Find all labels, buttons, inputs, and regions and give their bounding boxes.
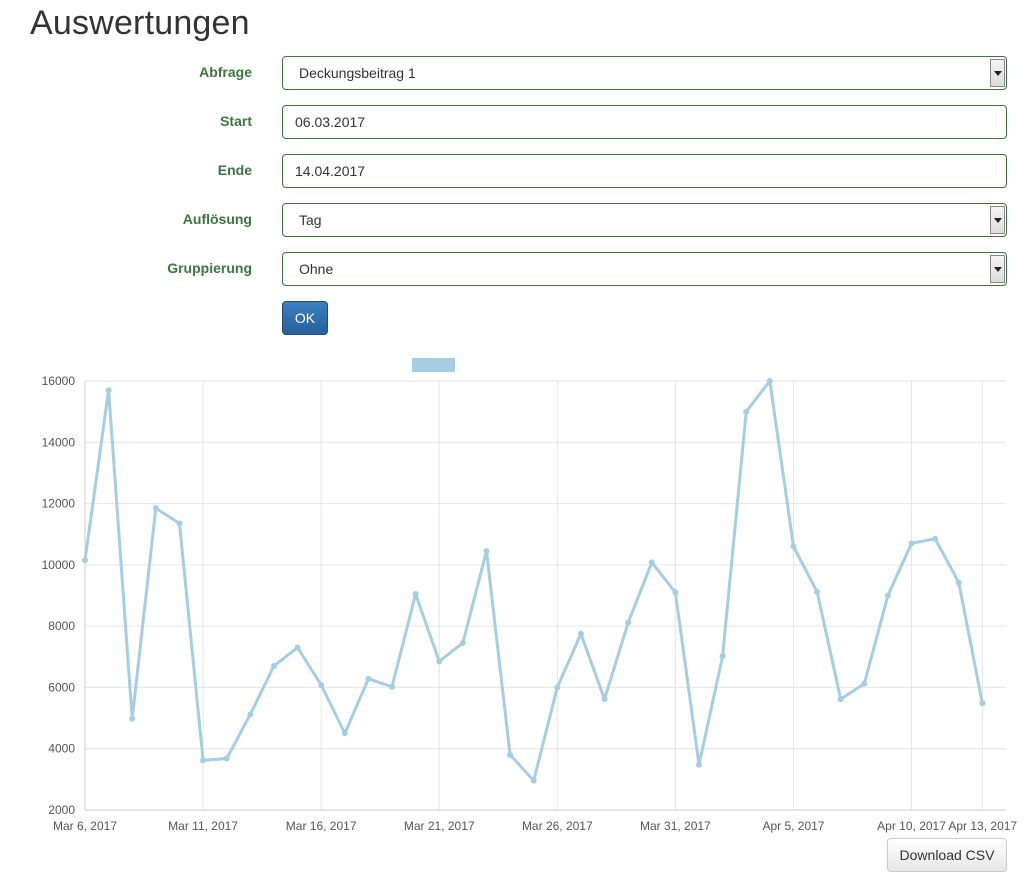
chevron-down-icon[interactable] [990,59,1005,87]
gruppierung-value: Ohne [299,261,334,277]
data-point [814,588,821,595]
series-line [83,379,984,783]
data-point [365,675,372,682]
abfrage-label: Abfrage [199,64,252,80]
chevron-down-icon[interactable] [990,206,1005,234]
data-point [176,520,183,527]
x-tick-label: Mar 11, 2017 [168,819,238,833]
end-date-value: 14.04.2017 [295,163,366,179]
y-tick-label: 8000 [48,619,75,633]
y-tick-label: 12000 [42,497,76,511]
data-point [223,755,230,762]
data-point [412,590,419,597]
x-tick-label: Apr 13, 2017 [948,819,1017,833]
chevron-down-icon[interactable] [990,255,1005,283]
data-point [979,700,986,707]
data-point [389,683,395,690]
data-point [955,579,962,586]
form-row-gruppierung: Gruppierung Ohne [0,252,1026,286]
data-point [530,777,537,784]
data-point [341,730,348,737]
y-tick-label: 4000 [48,742,75,756]
data-point [318,681,325,688]
x-tick-label: Apr 10, 2017 [877,819,946,833]
data-point [719,653,726,660]
data-point [672,589,679,596]
form-row-start: Start 06.03.2017 [0,105,1026,139]
data-point [129,715,136,722]
data-point [625,619,632,626]
x-tick-label: Mar 26, 2017 [522,819,593,833]
data-point [200,757,207,764]
y-tick-label: 6000 [48,680,75,694]
ok-button[interactable]: OK [282,301,328,335]
data-point [483,548,490,555]
form-row-ende: Ende 14.04.2017 [0,154,1026,188]
data-point [82,557,88,564]
ende-label: Ende [217,162,252,178]
x-tick-label: Mar 16, 2017 [286,819,357,833]
data-point [436,658,443,665]
data-point [790,543,797,550]
y-tick-label: 16000 [42,374,76,388]
x-tick-label: Apr 5, 2017 [762,819,824,833]
data-point [861,680,868,687]
x-tick-label: Mar 21, 2017 [404,819,475,833]
line-chart: 2000 4000 6000 8000 10000 12000 14000 16000 Mar … [42,358,1017,833]
start-date-input[interactable]: 06.03.2017 [282,105,1007,139]
data-point [294,644,301,651]
aufloesung-label: Auflösung [182,211,252,227]
data-point [743,408,750,415]
aufloesung-value: Tag [299,212,322,228]
x-tick-label: Mar 6, 2017 [53,819,117,833]
y-tick-label: 2000 [48,803,75,817]
start-date-value: 06.03.2017 [295,114,366,130]
gruppierung-select[interactable]: Ohne [282,252,1007,286]
start-label: Start [220,113,252,129]
data-point [648,559,655,566]
page-title: Auswertungen [30,4,250,42]
legend-swatch [412,358,455,372]
data-point [247,711,254,718]
y-tick-label: 14000 [42,435,76,449]
form-row-abfrage: Abfrage Deckungsbeitrag 1 [0,56,1026,90]
data-point [507,751,514,758]
data-point [105,387,112,394]
data-point [152,505,159,512]
abfrage-value: Deckungsbeitrag 1 [299,65,416,81]
end-date-input[interactable]: 14.04.2017 [282,154,1007,188]
data-point [270,662,277,669]
data-point [837,696,844,703]
data-point [577,630,584,637]
data-point [696,761,702,768]
data-point [554,684,561,691]
download-csv-button[interactable]: Download CSV [887,838,1007,872]
data-point [932,535,939,542]
abfrage-select[interactable]: Deckungsbeitrag 1 [282,56,1007,90]
data-point [908,540,915,547]
gruppierung-label: Gruppierung [167,260,252,276]
aufloesung-select[interactable]: Tag [282,203,1007,237]
data-point [601,696,608,703]
data-point [459,639,466,646]
data-point [766,378,773,384]
y-tick-label: 10000 [42,558,76,572]
data-point [884,592,891,599]
form-row-aufloesung: Auflösung Tag [0,203,1026,237]
x-tick-label: Mar 31, 2017 [640,819,711,833]
